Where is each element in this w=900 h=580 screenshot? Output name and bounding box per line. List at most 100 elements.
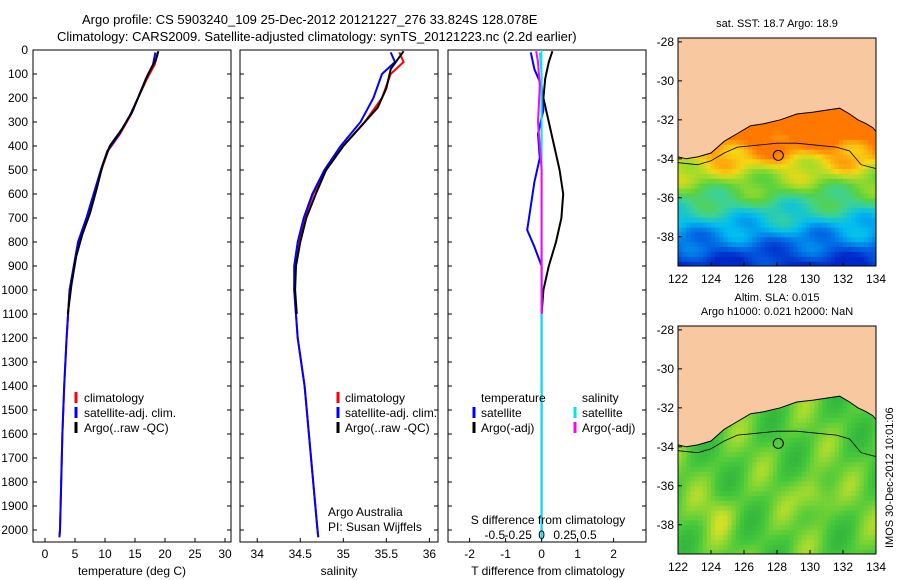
map-cell [793, 490, 799, 497]
map-cell [793, 163, 799, 170]
map-cell [851, 549, 856, 554]
map-cell [826, 110, 832, 116]
map-cell [772, 515, 778, 521]
map-cell [727, 168, 733, 174]
temperature-xlabel: temperature (deg C) [78, 564, 186, 578]
map-cell [855, 192, 860, 199]
map-cell [863, 480, 869, 487]
map-cell [756, 153, 761, 160]
map-cell [855, 510, 860, 516]
map-cell [793, 441, 799, 448]
map-cell [871, 461, 876, 467]
map-cell [822, 476, 827, 482]
map-cell [810, 256, 815, 262]
map-cell [863, 217, 869, 223]
map-cell [715, 529, 720, 535]
map-cell [814, 119, 819, 126]
map-cell [785, 407, 790, 414]
map-cell [694, 241, 700, 247]
map-cell [838, 403, 844, 409]
map-cell [723, 168, 728, 174]
map-cell [830, 529, 836, 535]
map-cell [805, 158, 811, 165]
map-cell [781, 212, 786, 218]
map-cell [810, 432, 815, 438]
map-y-tick-label: -32 [657, 113, 675, 127]
map-cell [826, 188, 832, 194]
map-cell [830, 407, 836, 414]
map-cell [678, 456, 683, 462]
map-cell [789, 256, 794, 262]
map-cell [727, 485, 733, 492]
map-cell [838, 115, 844, 121]
map-cell [752, 227, 757, 233]
map-cell [822, 261, 827, 266]
map-cell [772, 534, 778, 540]
map-cell [785, 446, 790, 453]
map-cell [777, 490, 782, 497]
map-cell [851, 188, 856, 194]
map-cell [781, 495, 786, 501]
map-cell [814, 422, 819, 428]
map-cell [855, 261, 860, 266]
map-cell [859, 222, 865, 228]
map-cell [867, 519, 873, 526]
map-cell [694, 217, 700, 223]
map-cell [752, 149, 757, 155]
map-cell [838, 480, 844, 487]
map-cell [723, 144, 728, 150]
map-cell [781, 129, 786, 135]
map-cell [756, 422, 761, 428]
map-cell [682, 251, 687, 257]
map-cell [719, 222, 724, 228]
map-cell [760, 495, 766, 501]
map-cell [843, 207, 848, 213]
map-cell [814, 544, 819, 550]
map-cell [781, 524, 786, 531]
map-cell [847, 412, 852, 419]
map-cell [810, 412, 815, 419]
map-cell [810, 427, 815, 433]
map-cell [731, 466, 737, 472]
map-cell [702, 202, 708, 209]
map-cell [744, 495, 749, 501]
map-cell [851, 202, 856, 209]
map-cell [768, 461, 774, 467]
map-cell [698, 461, 704, 467]
map-cell [723, 466, 728, 472]
map-cell [719, 500, 724, 506]
map-cell [739, 476, 745, 482]
map-cell [814, 227, 819, 233]
map-cell [678, 231, 683, 238]
map-cell [814, 217, 819, 223]
map-cell [744, 139, 749, 145]
map-cell [867, 129, 873, 135]
map-cell [785, 437, 790, 443]
map-cell [789, 173, 794, 179]
map-cell [843, 437, 848, 443]
map-cell [752, 515, 757, 521]
map-cell [785, 217, 790, 223]
map-cell [756, 524, 761, 531]
map-cell [715, 544, 720, 550]
map-cell [777, 144, 782, 150]
map-cell [826, 476, 832, 482]
map-cell [702, 246, 708, 252]
map-cell [830, 417, 836, 423]
map-cell [805, 495, 811, 501]
map-cell [752, 422, 757, 428]
map-cell [797, 534, 803, 540]
legend-label-climatology: climatology [345, 391, 405, 405]
map-cell [748, 124, 753, 131]
map-cell [797, 456, 803, 462]
map-cell [851, 115, 856, 121]
map-cell [731, 485, 737, 492]
map-cell [797, 139, 803, 145]
map-cell [851, 500, 856, 506]
map-cell [735, 515, 741, 521]
map-cell [789, 510, 794, 516]
map-cell [727, 500, 733, 506]
map-cell [752, 417, 757, 423]
map-cell [818, 529, 823, 535]
map-cell [818, 510, 823, 516]
